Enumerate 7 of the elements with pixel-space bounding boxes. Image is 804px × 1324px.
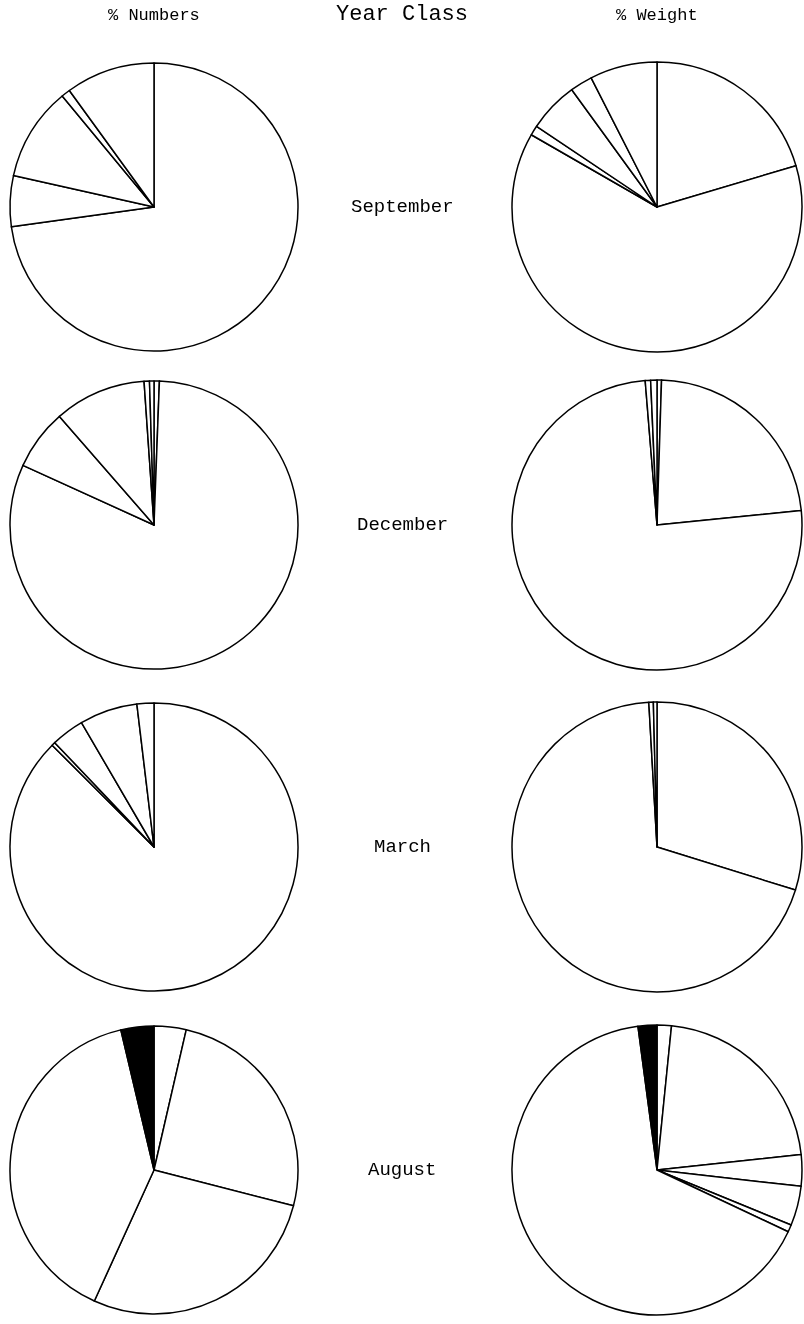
- text: Year Class: [336, 2, 469, 27]
- text: August: [368, 1159, 437, 1181]
- chart-title: % Numbers: [108, 6, 200, 25]
- text: March: [374, 836, 432, 858]
- text: December: [357, 514, 449, 536]
- chart-title: % Weight: [616, 6, 698, 25]
- text: September: [351, 196, 454, 218]
